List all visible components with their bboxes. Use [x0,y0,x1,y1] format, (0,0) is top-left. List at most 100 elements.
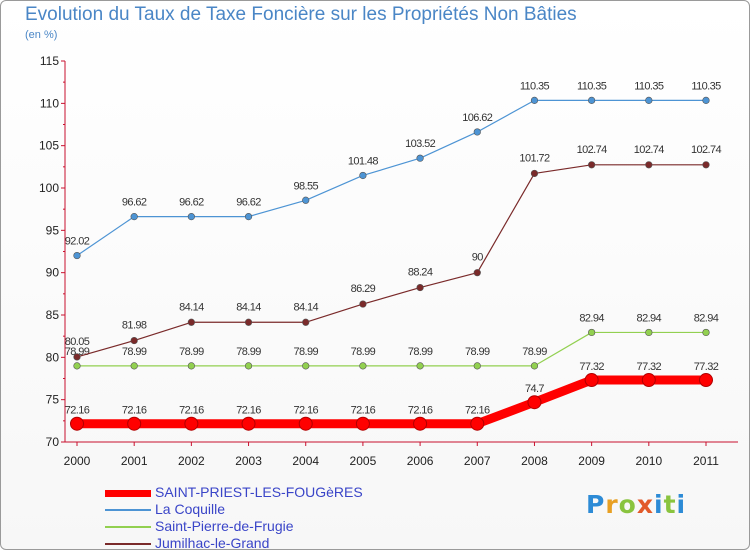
legend-swatch [105,509,151,511]
data-label: 110.35 [691,80,721,92]
data-point [73,251,81,260]
data-point [470,416,485,431]
data-point [302,196,310,204]
data-point [473,362,481,370]
data-point [359,171,367,180]
x-tick-label: 2006 [407,454,434,468]
legend-item: Saint-Pierre-de-Frugie [105,518,405,536]
x-tick-label: 2010 [635,454,662,468]
data-point [702,328,710,337]
legend-label: SAINT-PRIEST-LES-FOUGèRES [155,484,363,500]
data-point [588,96,596,104]
data-label: 84.14 [293,301,318,313]
data-point [530,362,539,370]
data-point [127,416,142,431]
data-label: 77.32 [694,361,719,373]
data-label: 72.16 [408,405,433,417]
y-tick-label: 90 [46,266,60,280]
series-3: 80.05 81.98 84.14 84.14 84.14 86.29 88.24 90 101… [65,144,722,361]
data-point [699,373,713,388]
data-label: 98.55 [293,180,318,192]
x-tick-label: 2004 [292,454,319,468]
legend-item: Jumilhac-le-Grand [105,535,405,550]
data-label: 77.32 [637,361,662,373]
data-label: 78.99 [179,346,204,358]
data-point [588,161,596,169]
y-tick-label: 75 [46,393,60,407]
data-point [302,362,310,370]
series-line [76,164,707,358]
data-point [355,416,370,431]
y-tick-label: 70 [46,435,60,449]
data-point [416,362,424,370]
data-label: 82.94 [694,312,719,324]
data-point [530,169,539,178]
data-label: 110.35 [577,80,607,92]
data-point [416,283,424,292]
legend-swatch [105,526,151,528]
data-point [359,362,367,370]
data-point [187,213,195,221]
data-label: 86.29 [351,283,376,295]
data-label: 78.99 [236,346,261,358]
x-tick-label: 2011 [693,454,719,468]
chart-title: Evolution du Taux de Taxe Foncière sur l… [25,4,577,25]
series-2: 78.99 78.99 78.99 78.99 78.99 78.99 78.99 78.99… [65,312,719,370]
proxiti-logo: Proxiti [586,490,687,519]
data-point [73,362,81,370]
data-label: 96.62 [179,197,204,209]
data-point [244,362,253,370]
series-0: 72.16 72.16 72.16 72.16 72.16 72.16 72.16 72.16… [65,361,719,431]
y-tick-label: 100 [39,181,59,195]
data-point [473,128,481,136]
data-label: 101.72 [519,152,550,164]
data-label: 102.74 [691,144,722,156]
data-point [588,328,596,337]
y-tick-label: 110 [40,96,59,110]
data-label: 78.99 [122,346,147,358]
data-point [244,318,253,326]
data-point [584,373,599,388]
x-tick-label: 2009 [578,454,605,468]
data-label: 74.7 [525,383,544,395]
unit-label: (en %) [25,29,58,41]
x-tick-label: 2008 [521,454,548,468]
series-line [72,375,711,429]
data-label: 82.94 [579,312,604,324]
data-label: 110.35 [520,80,550,92]
y-tick-label: 105 [39,139,59,153]
data-label: 72.16 [236,405,261,417]
data-label: 84.14 [236,301,261,313]
legend-item: SAINT-PRIEST-LES-FOUGèRES [105,484,405,502]
data-label: 96.62 [122,197,147,209]
data-label: 82.94 [637,312,662,324]
data-label: 72.16 [293,405,318,417]
legend-label: Saint-Pierre-de-Frugie [155,518,294,534]
data-point [645,161,653,169]
x-tick-label: 2000 [64,454,91,468]
data-label: 88.24 [408,267,433,279]
x-tick-label: 2007 [464,454,491,468]
legend-label: La Coquille [155,501,226,517]
data-point [302,318,310,326]
legend-swatch [105,543,151,545]
x-tick-label: 2003 [235,454,262,468]
data-point [298,416,313,431]
data-label: 78.99 [351,346,376,358]
legend-label: Jumilhac-le-Grand [155,535,270,550]
data-label: 81.98 [122,320,147,332]
data-point [184,416,199,431]
x-tick-label: 2002 [178,454,205,468]
data-point [73,353,81,361]
y-tick-label: 85 [46,308,60,322]
data-point [530,96,539,104]
data-label: 72.16 [179,405,204,417]
x-tick-label: 2005 [350,454,377,468]
data-point [413,416,428,431]
data-label: 72.16 [65,405,90,417]
series-line [76,99,707,257]
data-point [473,269,481,277]
x-tick-label: 2001 [121,454,148,468]
data-label: 96.62 [236,197,261,209]
